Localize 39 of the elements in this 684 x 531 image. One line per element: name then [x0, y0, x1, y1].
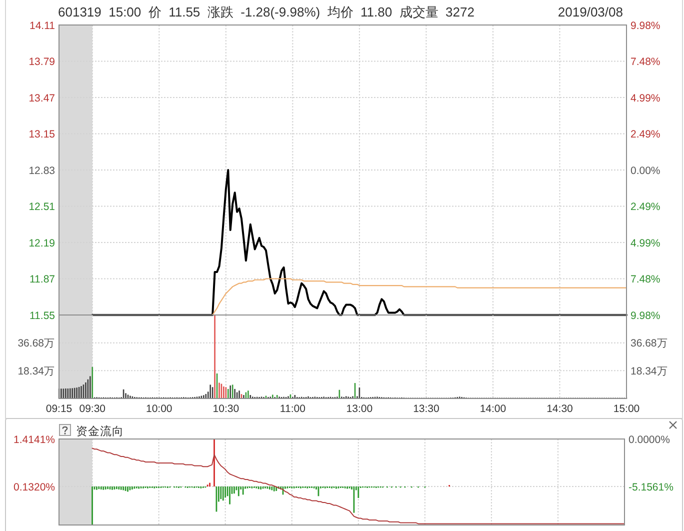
chart-subtitle: 2019/03/08 — [558, 4, 623, 20]
chart-title: 601319 15:00 价 11.55 涨跌 -1.28(-9.98%) 均价 11.80 成交量 3272 — [58, 4, 474, 20]
x-tick-label: 10:30 — [212, 403, 240, 415]
y-tick-label: 11.55 — [30, 310, 56, 322]
y-tick-label: 13.47 — [28, 92, 56, 104]
x-tick-label: 15:00 — [613, 403, 640, 415]
y-tick-label: 14.11 — [30, 20, 56, 32]
y2-tick-label: 9.98% — [630, 20, 660, 32]
y-tick-label: 11.87 — [30, 274, 56, 286]
y2-tick-label: -5.1561% — [628, 481, 674, 494]
x-tick-label: 14:00 — [480, 403, 506, 415]
y-tick-label: 1.4141% — [14, 434, 55, 446]
y-tick-label: 12.83 — [28, 164, 56, 177]
x-tick-label: 10:00 — [146, 403, 172, 415]
y-tick-label: 36.68万 — [18, 338, 55, 350]
chart-title: 资金流向 — [76, 424, 124, 438]
y2-tick-label: 0.0000% — [628, 434, 670, 446]
y2-tick-label: 9.98% — [630, 310, 660, 322]
y2-tick-label: 4.99% — [630, 237, 660, 250]
y2-tick-label: 2.49% — [630, 128, 660, 141]
y-tick-label: 13.79 — [28, 56, 56, 68]
x-tick-label: 13:00 — [346, 403, 373, 415]
y2-tick-label: 7.48% — [630, 56, 660, 68]
x-tick-label: 09:15 — [46, 403, 72, 415]
y2-tick-label: 18.34万 — [630, 365, 668, 378]
y-tick-label: 13.15 — [28, 128, 56, 141]
y-tick-label: 12.51 — [28, 201, 56, 214]
y-tick-label: 0.1320% — [14, 481, 55, 494]
y2-tick-label: 7.48% — [630, 273, 660, 286]
y2-tick-label: 2.49% — [630, 200, 660, 213]
x-tick-label: 14:30 — [546, 403, 574, 415]
y2-tick-label: 36.68万 — [630, 338, 668, 350]
x-tick-label: 09:30 — [79, 403, 106, 415]
y-tick-label: 12.19 — [28, 237, 56, 250]
x-tick-label: 13:30 — [413, 403, 440, 415]
x-tick-label: 11:00 — [280, 403, 306, 415]
y-tick-label: 18.34万 — [18, 365, 55, 378]
y2-tick-label: 4.99% — [630, 92, 660, 104]
y2-tick-label: 0.00% — [630, 164, 660, 177]
